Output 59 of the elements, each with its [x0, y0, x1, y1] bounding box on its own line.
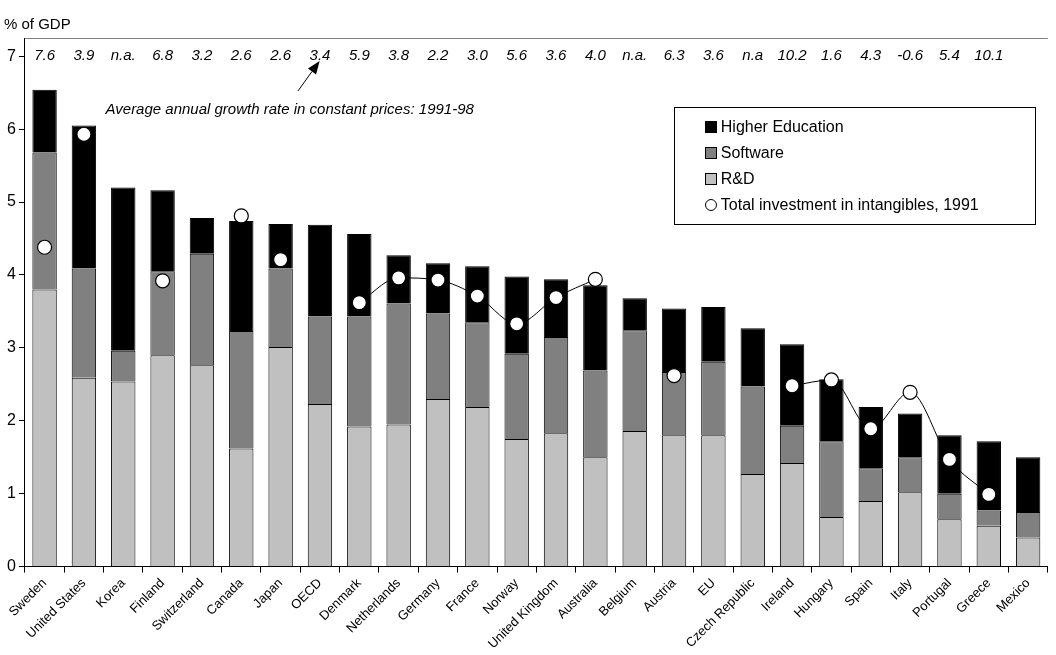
point: [981, 486, 997, 502]
legend-label: Higher Education: [720, 118, 844, 137]
y-tick-label: 1: [6, 484, 16, 502]
annotation: 2.2: [426, 46, 450, 64]
y-axis-title: % of GDP: [4, 14, 71, 32]
point: [587, 271, 603, 287]
x-tick-label: EU: [694, 575, 719, 599]
annotation: n.a.: [622, 46, 648, 64]
y-tick-label: 5: [6, 192, 16, 210]
x-tick-label: Italy: [887, 574, 916, 603]
annotation: n.a: [742, 46, 764, 64]
bar: [701, 307, 726, 362]
bar: [150, 190, 175, 272]
legend-label: Total investment in intangibles, 1991: [720, 196, 979, 215]
point: [548, 289, 564, 306]
annotation: 5.6: [506, 46, 528, 64]
annotation: 5.9: [348, 46, 371, 64]
point: [863, 421, 879, 437]
annotation: 4.0: [584, 46, 607, 64]
annotation: 6.8: [152, 46, 174, 64]
annotation: 3.9: [73, 46, 95, 64]
point: [273, 252, 289, 268]
legend-label: R&D: [720, 170, 755, 189]
annotation: 3.8: [388, 46, 410, 64]
legend-label: Software: [720, 144, 784, 163]
point: [155, 273, 171, 289]
annotation: n.a.: [110, 46, 136, 64]
annotation: 3.6: [702, 46, 725, 64]
annotation: 2.6: [229, 46, 253, 64]
annotation: 6.3: [663, 46, 686, 64]
annotation: -0.6: [897, 46, 924, 64]
y-tick-label: 6: [6, 119, 16, 137]
point: [902, 384, 918, 400]
annotation: 3.2: [191, 46, 214, 64]
y-tick-label: 0: [6, 556, 16, 574]
annotation: 7.6: [34, 46, 56, 64]
annotation: Average annual growth rate in constant prices: 1991-98: [104, 99, 475, 117]
point: [76, 126, 92, 142]
annotation: 3.6: [545, 46, 568, 64]
annotation: 1.6: [820, 46, 843, 64]
point: [430, 272, 446, 288]
annotation: 2.6: [269, 46, 292, 64]
annotation: 5.4: [939, 46, 960, 64]
y-tick-label: 4: [6, 265, 16, 283]
y-tick-label: 2: [6, 411, 16, 429]
annotation: 10.1: [974, 46, 1004, 64]
bar: [32, 89, 57, 153]
point: [666, 367, 682, 384]
annotation: 10.2: [777, 46, 808, 64]
annotation: 4.3: [860, 46, 882, 64]
point: [351, 295, 367, 311]
point: [36, 239, 53, 255]
point: [823, 372, 840, 388]
annotation: 3.0: [466, 46, 489, 64]
y-tick-label: 3: [6, 338, 16, 356]
point: [784, 378, 800, 394]
annotation: 3.4: [309, 46, 331, 64]
point: [509, 316, 525, 332]
y-tick-label: 7: [6, 46, 16, 64]
